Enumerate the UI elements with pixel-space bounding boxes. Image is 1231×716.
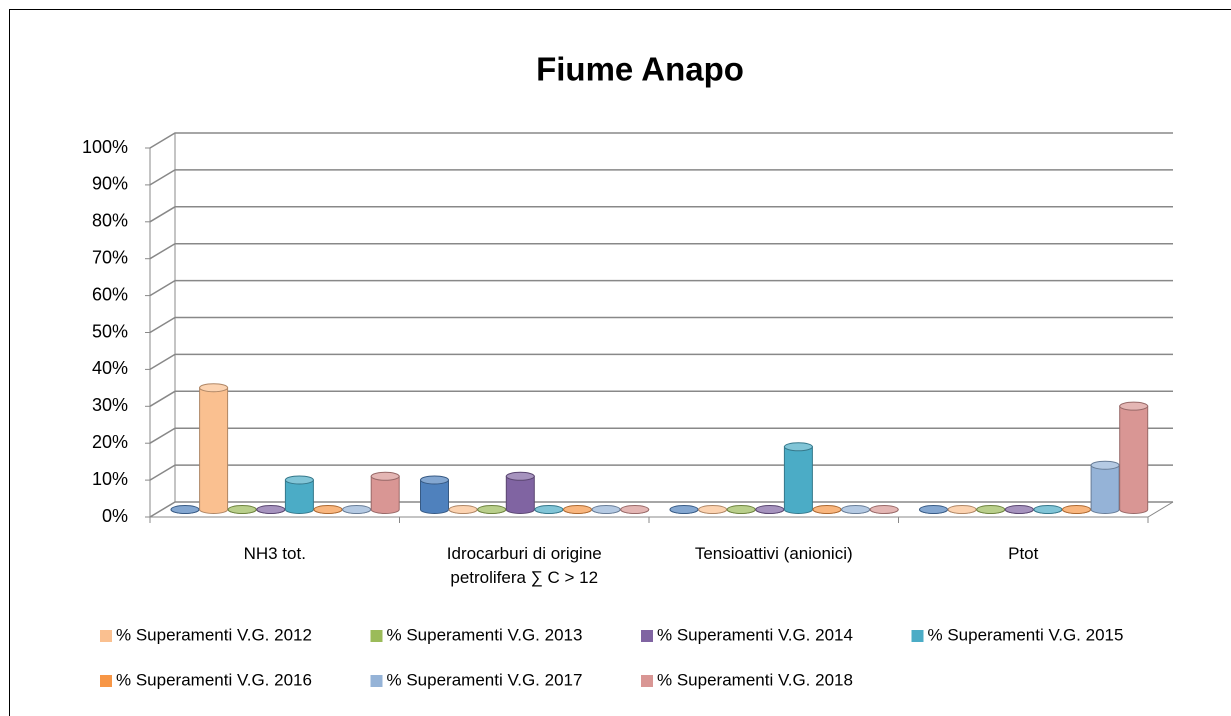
legend-label: % Superamenti V.G. 2015 [928,625,1124,644]
bar [370,475,400,514]
bar-top [342,505,372,514]
bar-top [199,383,229,393]
bar-top [1033,505,1063,514]
grid-line [149,501,1173,518]
bar [199,387,229,514]
x-tick-label: NH3 tot. [243,544,306,563]
grid-line [149,132,1173,149]
legend-label: % Superamenti V.G. 2016 [116,670,312,689]
bar-top [669,505,699,514]
legend-label: % Superamenti V.G. 2014 [657,625,853,644]
y-tick-label: 80% [92,211,128,231]
legend-swatch [641,630,653,642]
y-tick-label: 0% [102,506,128,526]
bar-top [755,505,785,514]
y-tick-label: 30% [92,395,128,415]
bar-top [170,505,200,514]
y-tick-label: 50% [92,321,128,341]
legend-label: % Superamenti V.G. 2012 [116,625,312,644]
y-tick-label: 20% [92,432,128,452]
grid-line [149,169,1173,186]
bar-top [812,505,842,514]
x-tick-label: Tensioattivi (anionici) [694,544,853,563]
bar-top [563,505,592,514]
bar-top [1119,401,1149,411]
legend-swatch [370,675,383,687]
grid-line [149,464,1173,481]
bar [783,446,813,514]
chart-title: Fiume Anapo [536,51,744,88]
chart-border [9,9,1231,716]
legend-swatch [100,630,112,642]
bar-top [534,505,564,514]
y-tick-label: 40% [92,358,128,378]
y-tick-label: 90% [92,174,128,194]
grid-line [149,206,1173,223]
grid-line [149,242,1173,260]
x-tick-label: Ptot [1008,544,1039,563]
legend-swatch [100,675,112,687]
bar-top [256,505,286,514]
legend-swatch [641,675,653,687]
y-tick-label: 60% [92,284,128,304]
grid-line [149,279,1173,297]
grid-line [149,353,1173,371]
bar-top [976,505,1006,514]
bar-top [869,505,899,514]
bar-top [284,475,314,485]
legend-label: % Superamenti V.G. 2018 [657,670,853,689]
bar-top [370,471,400,481]
legend-label: % Superamenti V.G. 2017 [387,670,583,689]
bar-top [726,505,756,514]
x-tick-label: Idrocarburi di origine petrolifera ∑ C >… [446,544,602,587]
y-tick-label: 100% [82,137,128,157]
y-tick-label: 10% [92,469,128,489]
bar-top [448,505,478,514]
grid-line [149,427,1173,444]
bar-top [420,475,449,485]
legend-label: % Superamenti V.G. 2013 [387,625,583,644]
bar [420,479,449,514]
bar-top [591,505,621,514]
bar [505,475,535,514]
bar-top [1062,505,1091,514]
bar-top [841,505,871,514]
bar-top [1090,460,1120,470]
grid-line [149,390,1173,407]
bar-top [1004,505,1034,514]
legend-swatch [370,630,383,642]
y-tick-label: 70% [92,247,128,267]
grid-line [149,316,1173,334]
bar-top [783,442,813,452]
bar-top [698,505,728,514]
bar-top [947,505,977,514]
bar-top [919,505,948,514]
bar-top [505,471,535,481]
bar [1119,405,1149,514]
bar-top [477,505,507,514]
bar-top [313,505,343,514]
bar-top [227,505,257,514]
bar [284,479,314,514]
bar [1090,464,1120,514]
bar-top [620,505,650,514]
legend-swatch [911,630,924,642]
